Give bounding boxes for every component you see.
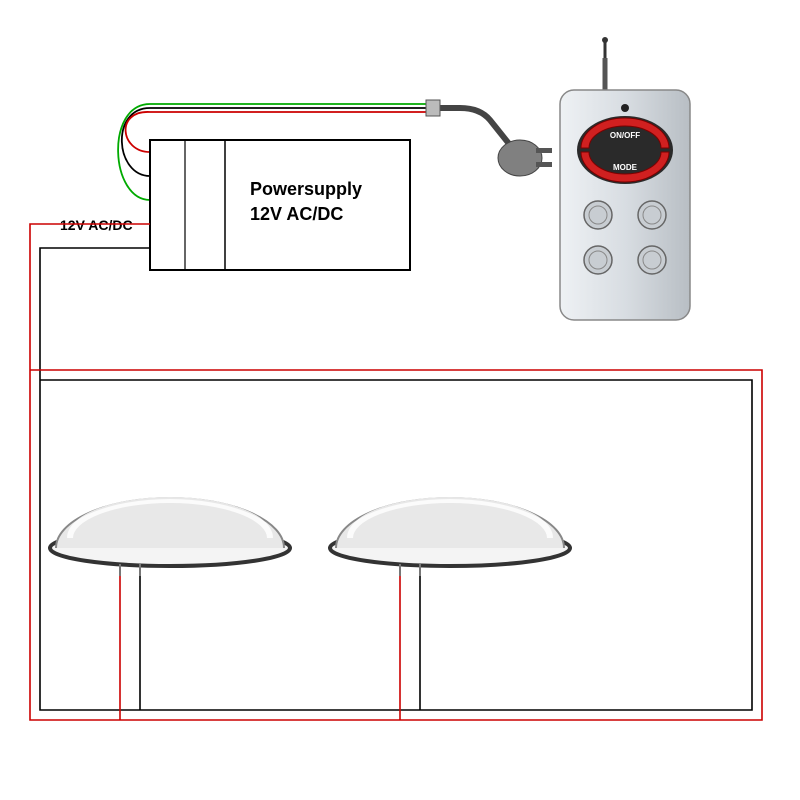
mode-label: MODE	[613, 163, 638, 172]
remote-button-4[interactable]	[638, 246, 666, 274]
psu-title: Powersupply	[250, 179, 362, 199]
remote-button-3[interactable]	[584, 246, 612, 274]
output-voltage-label: 12V AC/DC	[60, 217, 133, 233]
remote-button-1[interactable]	[584, 201, 612, 229]
remote-button-2[interactable]	[638, 201, 666, 229]
wiring-diagram: Powersupply 12V AC/DC 12V AC/DC ON/OFF MODE	[0, 0, 800, 800]
psu-subtitle: 12V AC/DC	[250, 204, 343, 224]
onoff-label: ON/OFF	[610, 131, 640, 140]
power-supply: Powersupply 12V AC/DC	[150, 140, 410, 270]
led-icon	[621, 104, 629, 112]
